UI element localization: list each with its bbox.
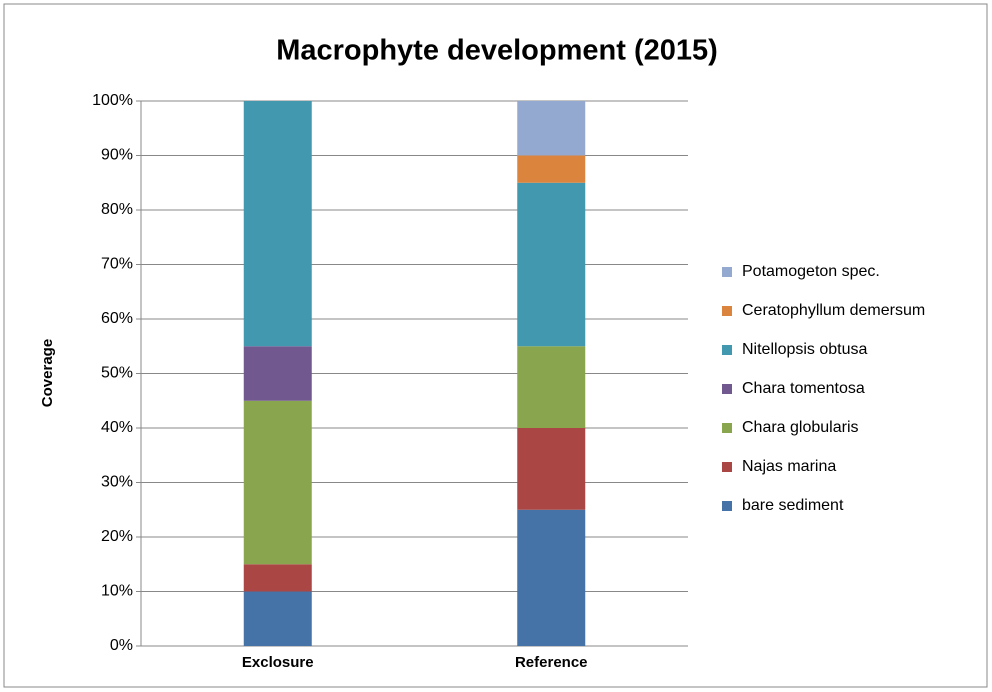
y-tick-label: 100% bbox=[92, 92, 133, 109]
bar-segment bbox=[517, 182, 586, 347]
bar-segment bbox=[517, 428, 586, 510]
y-tick-label: 70% bbox=[101, 256, 133, 273]
y-tick-label: 10% bbox=[101, 583, 133, 600]
x-tick-label: Exclosure bbox=[242, 654, 314, 671]
y-tick-label: 90% bbox=[101, 147, 133, 164]
y-tick-label: 60% bbox=[101, 310, 133, 327]
bar-segment bbox=[517, 101, 586, 156]
bar-segment bbox=[243, 591, 312, 646]
bar-segment bbox=[243, 400, 312, 565]
bar-segment bbox=[243, 346, 312, 401]
y-axis-title: Coverage bbox=[39, 339, 56, 407]
legend-swatch bbox=[722, 501, 732, 511]
y-tick-label: 0% bbox=[110, 637, 133, 654]
legend-label: Ceratophyllum demersum bbox=[742, 302, 925, 319]
legend-label: bare sediment bbox=[742, 497, 844, 514]
y-tick-label: 20% bbox=[101, 528, 133, 545]
bar-segment bbox=[517, 155, 586, 183]
x-tick-label: Reference bbox=[515, 654, 588, 671]
chart-title: Macrophyte development (2015) bbox=[276, 35, 718, 67]
legend-swatch bbox=[722, 306, 732, 316]
legend-label: Chara tomentosa bbox=[742, 380, 865, 397]
bar-segment bbox=[243, 101, 312, 347]
bar-segment bbox=[243, 564, 312, 592]
legend-label: Nitellopsis obtusa bbox=[742, 341, 868, 358]
legend-label: Najas marina bbox=[742, 458, 836, 475]
y-tick-label: 80% bbox=[101, 201, 133, 218]
y-tick-label: 50% bbox=[101, 365, 133, 382]
y-tick-label: 30% bbox=[101, 474, 133, 491]
legend-swatch bbox=[722, 384, 732, 394]
chart-border bbox=[3, 3, 988, 688]
legend-swatch bbox=[722, 423, 732, 433]
legend-swatch bbox=[722, 462, 732, 472]
legend-swatch bbox=[722, 267, 732, 277]
bar-segment bbox=[517, 509, 586, 646]
legend-label: Potamogeton spec. bbox=[742, 263, 880, 280]
bar-segment bbox=[517, 346, 586, 428]
legend-swatch bbox=[722, 345, 732, 355]
y-tick-label: 40% bbox=[101, 419, 133, 436]
legend-label: Chara globularis bbox=[742, 419, 859, 436]
